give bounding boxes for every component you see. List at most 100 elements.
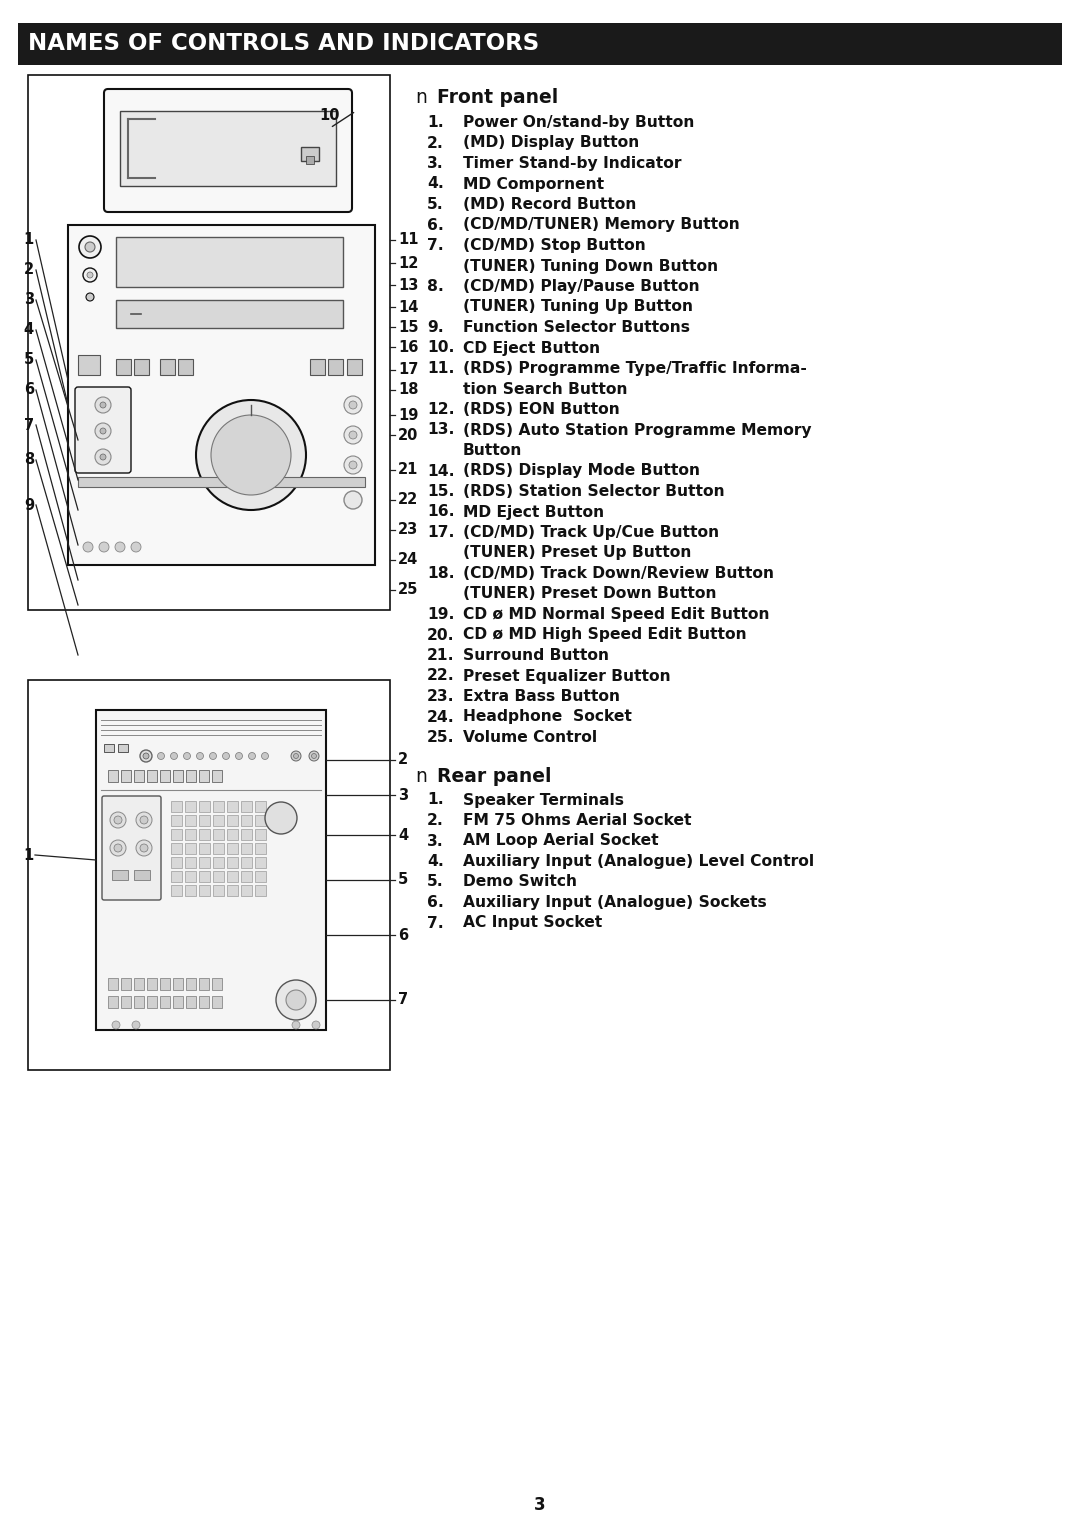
Circle shape [345,490,362,509]
Circle shape [112,1020,120,1030]
Text: 22: 22 [399,492,418,507]
FancyBboxPatch shape [75,388,131,473]
Circle shape [311,754,316,758]
Text: (RDS) Auto Station Programme Memory: (RDS) Auto Station Programme Memory [463,423,812,438]
Text: Demo Switch: Demo Switch [463,875,577,890]
Text: 13.: 13. [427,423,455,438]
Text: (RDS) Display Mode Button: (RDS) Display Mode Button [463,464,700,478]
Bar [118,745,129,752]
Bar [160,977,170,990]
Text: 20: 20 [399,427,418,443]
Circle shape [222,752,229,760]
Bar [185,829,195,840]
Text: 3.: 3. [427,156,444,172]
Circle shape [83,542,93,552]
Bar [112,870,129,879]
Bar [160,358,175,375]
Bar [134,977,144,990]
Bar [68,225,375,565]
Bar [255,856,266,869]
Text: 18: 18 [399,383,419,397]
Circle shape [261,752,269,760]
Text: 3: 3 [399,787,408,803]
Text: 22.: 22. [427,668,455,683]
Text: 1: 1 [24,233,33,248]
Circle shape [95,397,111,414]
Bar [147,996,157,1008]
Bar [108,771,118,781]
Text: (CD/MD/TUNER) Memory Button: (CD/MD/TUNER) Memory Button [463,218,740,233]
Text: 7: 7 [399,993,408,1008]
Circle shape [95,449,111,466]
Bar [199,801,210,812]
Text: Extra Bass Button: Extra Bass Button [463,689,620,705]
Bar [306,156,314,164]
Text: Button: Button [463,443,523,458]
Bar [116,237,343,286]
Circle shape [140,817,148,824]
Bar [213,815,224,826]
Bar [199,829,210,840]
Circle shape [309,751,319,761]
Bar [213,829,224,840]
Circle shape [345,395,362,414]
Bar [104,745,114,752]
Text: Front panel: Front panel [437,87,558,107]
Text: Preset Equalizer Button: Preset Equalizer Button [463,668,671,683]
Bar [185,815,195,826]
Text: CD ø MD High Speed Edit Button: CD ø MD High Speed Edit Button [463,628,746,642]
Bar [227,856,238,869]
Text: (MD) Display Button: (MD) Display Button [463,135,639,150]
Circle shape [83,268,97,282]
Circle shape [211,415,291,495]
Text: (CD/MD) Stop Button: (CD/MD) Stop Button [463,237,646,253]
Bar [241,872,252,882]
Bar [173,977,183,990]
Bar [185,872,195,882]
Bar [96,709,326,1030]
Circle shape [100,401,106,408]
Circle shape [132,1020,140,1030]
Bar [241,885,252,896]
Bar [199,885,210,896]
Bar [241,843,252,853]
Text: 9: 9 [24,498,33,513]
Bar [171,885,183,896]
Bar [241,829,252,840]
Bar [171,872,183,882]
Circle shape [294,754,298,758]
Text: 21: 21 [399,463,418,478]
Text: 5: 5 [24,352,33,368]
Bar [227,872,238,882]
Text: 15.: 15. [427,484,455,499]
FancyBboxPatch shape [104,89,352,211]
Text: MD Compornent: MD Compornent [463,176,604,192]
Bar [212,996,222,1008]
Text: n: n [415,87,427,107]
Circle shape [158,752,164,760]
Bar [255,885,266,896]
Circle shape [312,1020,320,1030]
Bar [160,996,170,1008]
Bar [227,843,238,853]
Text: 2: 2 [399,752,408,768]
Bar [134,996,144,1008]
Text: 1: 1 [24,847,33,863]
Text: (RDS) Station Selector Button: (RDS) Station Selector Button [463,484,725,499]
Text: 3: 3 [24,293,33,308]
Text: AM Loop Aerial Socket: AM Loop Aerial Socket [463,833,659,849]
Text: 6: 6 [399,927,408,942]
Circle shape [349,430,357,440]
Circle shape [276,980,316,1020]
Bar [213,872,224,882]
Circle shape [136,812,152,827]
Text: (TUNER) Tuning Down Button: (TUNER) Tuning Down Button [463,259,718,274]
Circle shape [114,817,122,824]
Text: 6.: 6. [427,895,444,910]
Circle shape [110,812,126,827]
Text: 2.: 2. [427,813,444,827]
Bar [185,856,195,869]
Bar [28,75,390,610]
Bar [227,829,238,840]
Text: 10.: 10. [427,340,455,355]
